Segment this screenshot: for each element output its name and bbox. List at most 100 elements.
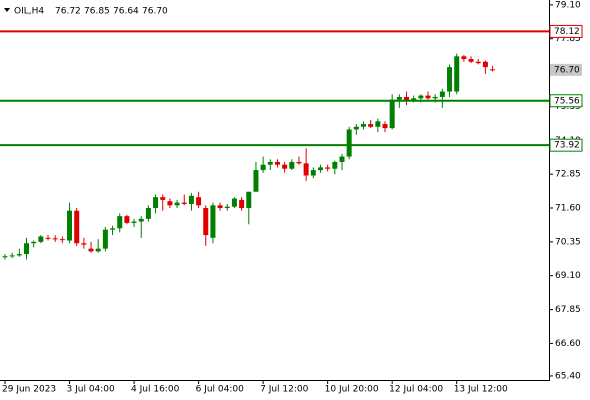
candle-body [282, 164, 288, 169]
y-tick-label: 71.60 [555, 204, 581, 214]
candle-body [310, 170, 316, 176]
candle-body [110, 228, 116, 230]
x-tick-label: 3 Jul 04:00 [67, 385, 116, 395]
candle-body [160, 197, 166, 200]
candle-body [468, 59, 474, 62]
candle-body [88, 248, 94, 252]
candle-body [368, 124, 374, 127]
candle-body [145, 208, 151, 219]
x-tick-label: 29 Jun 2023 [2, 385, 56, 395]
candle-body [418, 95, 424, 99]
candle-body [303, 163, 309, 176]
y-tick-label: 72.85 [555, 170, 581, 180]
y-tick-label: 67.85 [555, 305, 581, 315]
candle-body [224, 206, 230, 209]
candle-body [153, 197, 159, 209]
candle-body [432, 96, 438, 99]
candle-body [411, 98, 417, 102]
menu-arrow [4, 8, 10, 12]
candle-body [203, 208, 209, 236]
candle-body [317, 167, 323, 171]
candle-body [490, 69, 496, 71]
y-tick-label: 77.85 [555, 34, 581, 44]
candle-body [425, 95, 431, 99]
candle-body [353, 126, 359, 130]
candle-body [482, 61, 488, 68]
candle-body [52, 238, 58, 240]
x-tick-label: 12 Jul 04:00 [389, 385, 443, 395]
candle-body [167, 201, 173, 206]
candle-body [188, 195, 194, 204]
candle-body [2, 256, 8, 258]
candle-body [196, 197, 202, 206]
x-tick-label: 7 Jul 12:00 [260, 385, 309, 395]
candle-body [16, 254, 22, 256]
level-label-box [549, 24, 583, 38]
candle-body [253, 170, 259, 192]
candle-body [439, 91, 445, 97]
candle-body [375, 121, 381, 127]
y-tick-label: 69.10 [555, 271, 581, 281]
candle-body [454, 56, 460, 92]
candle-body [74, 210, 80, 244]
candle-body [289, 161, 295, 169]
candle-body [9, 255, 15, 257]
x-tick-label: 4 Jul 16:00 [131, 385, 180, 395]
candle-body [210, 205, 216, 238]
level-label: 73.92 [554, 141, 580, 151]
y-tick-label: 65.40 [555, 371, 581, 381]
level-label: 75.56 [554, 96, 580, 106]
candle-body [231, 198, 237, 207]
candle-body [174, 202, 180, 206]
candle-body [217, 205, 223, 209]
candle-body [260, 164, 266, 171]
candle-body [461, 56, 467, 60]
candle-body [59, 239, 65, 241]
header-high: 76.85 [84, 7, 110, 17]
candle-body [339, 156, 345, 162]
candle-body [325, 167, 331, 169]
header-open: 76.72 [55, 7, 81, 17]
candle-body [447, 67, 453, 92]
candle-body [67, 210, 73, 241]
candle-body [382, 124, 388, 129]
candle-body [31, 241, 37, 244]
y-tick-label: 66.60 [555, 339, 581, 349]
level-label-box [549, 94, 583, 108]
candle-body [475, 61, 481, 64]
candle-body [361, 124, 366, 127]
level-label-box [549, 138, 583, 152]
candle-body [346, 129, 352, 157]
candle-body [124, 216, 130, 223]
candle-body [24, 243, 30, 255]
candle-body [332, 161, 338, 169]
candle-body [138, 218, 144, 222]
x-tick-label: 10 Jul 20:00 [325, 385, 379, 395]
y-tick-label: 70.35 [555, 237, 581, 247]
candle-body [246, 191, 252, 209]
candle-body [38, 236, 44, 242]
candle-body [274, 161, 280, 165]
candle-body [396, 96, 402, 100]
candle-body [117, 216, 123, 229]
candle-body [181, 202, 187, 204]
candle-body [81, 243, 87, 245]
header-low: 76.64 [113, 7, 139, 17]
x-tick-label: 13 Jul 12:00 [454, 385, 508, 395]
y-tick-label: 79.10 [555, 0, 581, 10]
symbol: OIL,H4 [14, 7, 44, 17]
last-price-box [550, 63, 582, 76]
last-price-label: 76.70 [554, 65, 580, 75]
candle-body [296, 161, 302, 164]
candle-body [239, 199, 245, 209]
candle-body [404, 96, 410, 102]
x-tick-label: 6 Jul 04:00 [196, 385, 245, 395]
candle-body [102, 229, 108, 249]
candle-body [95, 248, 101, 252]
candle-body [389, 99, 395, 129]
header-close: 76.70 [142, 7, 168, 17]
level-label: 78.12 [554, 27, 580, 37]
candle-body [267, 161, 273, 165]
